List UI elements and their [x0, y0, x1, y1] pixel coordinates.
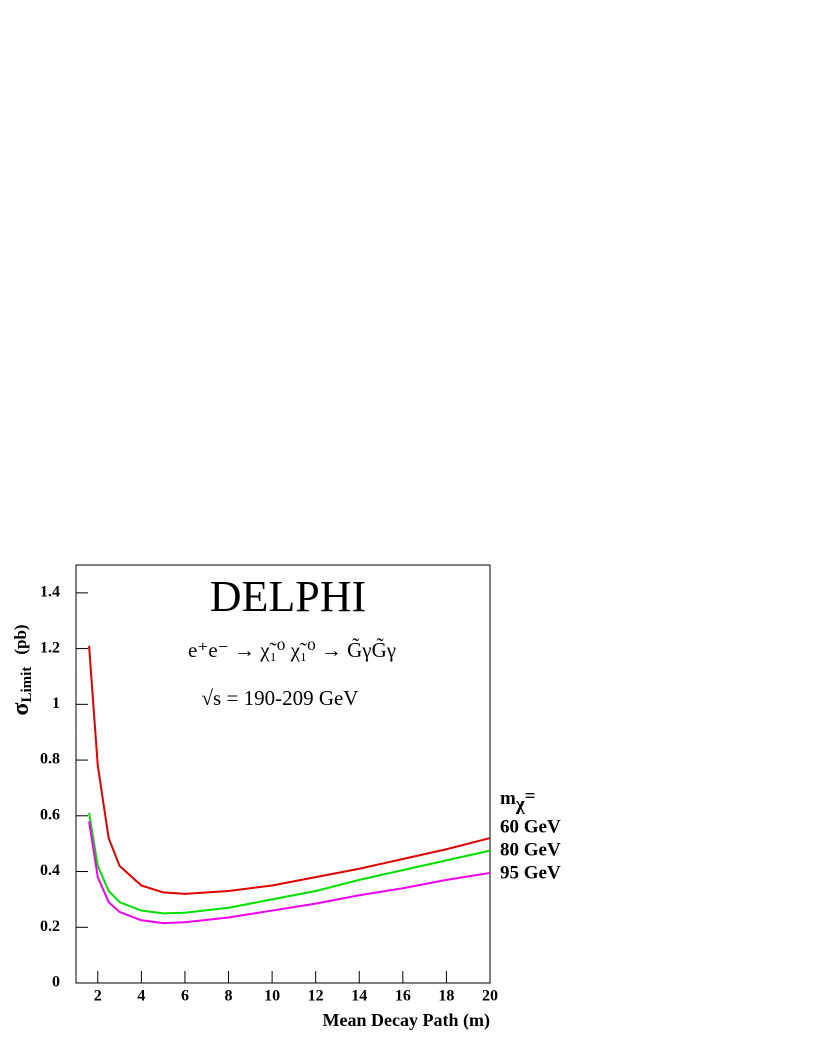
x-tick-label: 4 — [137, 988, 145, 1005]
y-label-unit: (pb) — [11, 624, 30, 654]
x-tick-label: 12 — [308, 988, 324, 1005]
x-axis-label: Mean Decay Path (m) — [323, 1010, 490, 1031]
x-tick-label: 6 — [181, 988, 189, 1005]
series-line — [88, 812, 491, 915]
x-tick-label: 20 — [482, 988, 498, 1005]
legend-entry: 60 GeV — [500, 816, 561, 837]
y-tick-label: 0.6 — [40, 806, 60, 823]
y-tick-label: 0.2 — [40, 918, 60, 935]
x-tick-label: 2 — [94, 988, 102, 1005]
energy-label: √s = 190-209 GeV — [202, 686, 359, 710]
series-line — [88, 821, 491, 925]
legend-entry: 95 GeV — [500, 862, 561, 883]
x-tick-label: 14 — [351, 988, 367, 1005]
y-tick-label: 0.8 — [40, 751, 60, 768]
legend-title-subscript: χ — [515, 794, 525, 815]
y-tick-label: 1.2 — [40, 639, 60, 656]
y-tick-label: 1.4 — [40, 584, 60, 601]
y-axis-label: σLimit (pb) — [8, 624, 36, 715]
y-tick-label: 0 — [52, 974, 60, 991]
y-tick-label: 0.4 — [40, 862, 60, 879]
legend-title-suffix: = — [525, 786, 536, 807]
x-tick-label: 8 — [225, 988, 233, 1005]
series-line — [88, 645, 491, 895]
y-label-subscript: Limit — [19, 667, 35, 703]
process-label: e⁺e⁻ → χ̃₁⁰ χ̃₁⁰ → G̃γG̃γ — [188, 638, 396, 662]
y-label-symbol: σ — [8, 703, 34, 716]
y-tick-label: 1 — [52, 695, 60, 712]
x-tick-label: 10 — [264, 988, 280, 1005]
legend-title: mχ= — [500, 786, 535, 815]
x-tick-label: 18 — [438, 988, 454, 1005]
chart-title: DELPHI — [210, 572, 366, 621]
legend-title-symbol: m — [500, 788, 516, 809]
plot-frame — [75, 564, 491, 984]
legend-entry: 80 GeV — [500, 839, 561, 860]
x-tick-label: 16 — [395, 988, 411, 1005]
